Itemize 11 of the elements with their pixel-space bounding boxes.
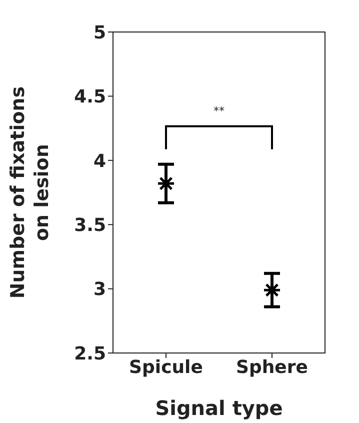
y-tick-label: 5	[93, 22, 106, 44]
y-tick-label: 4	[93, 150, 106, 172]
y-tick-label: 3	[93, 279, 106, 300]
x-tick-label: Sphere	[236, 356, 308, 378]
x-tick-label: Spicule	[129, 356, 203, 378]
y-tick-label: 2.5	[74, 343, 106, 364]
y-tick-label: 3.5	[74, 214, 106, 236]
x-axis-title: Signal type	[155, 396, 283, 420]
y-tick-label: 4.5	[74, 86, 106, 108]
annotation: **	[214, 104, 225, 118]
y-axis-title: Number of fixations on lesion	[7, 86, 53, 299]
